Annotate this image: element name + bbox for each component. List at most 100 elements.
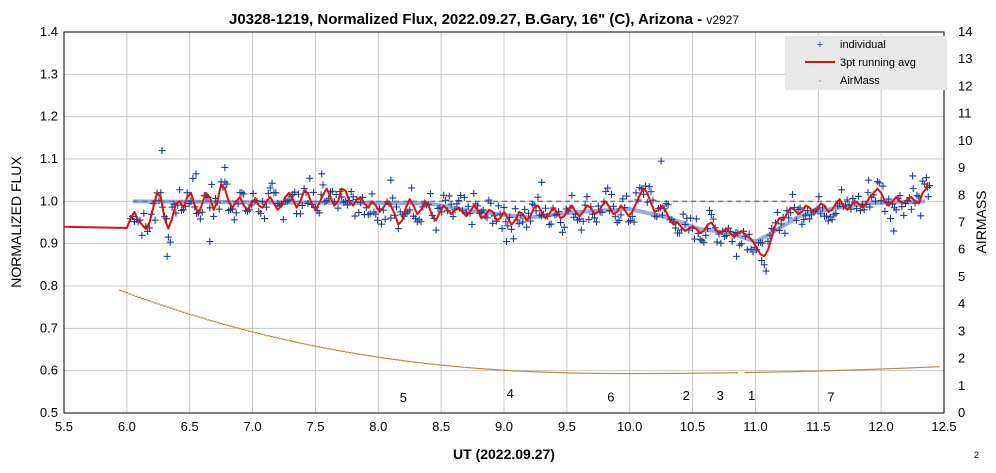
individual-point xyxy=(585,216,593,224)
individual-point xyxy=(615,216,623,224)
individual-point xyxy=(728,238,736,246)
annotation-label: 3 xyxy=(717,388,724,403)
individual-point xyxy=(196,215,204,223)
grid-lines xyxy=(63,31,945,414)
individual-point xyxy=(856,207,864,215)
individual-point xyxy=(163,252,171,260)
individual-point xyxy=(733,252,741,260)
individual-point xyxy=(594,202,602,210)
individual-point xyxy=(394,225,402,233)
individual-point xyxy=(464,202,472,210)
individual-point xyxy=(707,211,715,219)
individual-point xyxy=(504,222,512,230)
individual-point xyxy=(189,174,197,182)
x-tick-label: 12.5 xyxy=(931,419,956,434)
individual-point xyxy=(511,205,519,213)
individual-point xyxy=(907,205,915,213)
airmass-series xyxy=(119,289,940,375)
individual-point xyxy=(890,227,898,235)
individual-point xyxy=(653,213,661,221)
individual-point xyxy=(215,205,223,213)
y2-tick-label: 1 xyxy=(958,378,965,393)
chart-title: J0328-1219, Normalized Flux, 2022.09.27,… xyxy=(229,11,706,28)
individual-point xyxy=(534,193,542,201)
individual-point xyxy=(306,174,314,182)
individual-point xyxy=(630,218,638,226)
individual-point xyxy=(140,209,148,217)
individual-point xyxy=(896,192,904,200)
x-axis-title: UT (2022.09.27) xyxy=(453,446,555,462)
individual-point xyxy=(538,178,546,186)
individual-point xyxy=(864,189,872,197)
y-tick-label: 1.1 xyxy=(40,151,58,166)
individual-point xyxy=(713,238,721,246)
individual-point xyxy=(658,211,666,219)
individual-point xyxy=(387,214,395,222)
individual-point xyxy=(789,190,797,198)
y2-tick-label: 13 xyxy=(958,51,972,66)
individual-point xyxy=(164,233,172,241)
individual-point xyxy=(206,238,214,246)
individual-point xyxy=(577,226,585,234)
x-tick-label: 8.5 xyxy=(432,419,450,434)
individual-point xyxy=(924,193,932,201)
legend-label-individual: individual xyxy=(840,39,886,51)
x-tick-label: 7.0 xyxy=(244,419,262,434)
x-tick-label: 10.5 xyxy=(680,419,705,434)
individual-point xyxy=(445,192,453,200)
individual-point xyxy=(521,205,529,213)
individual-point xyxy=(502,218,510,226)
individual-point xyxy=(853,205,861,213)
individual-point xyxy=(387,176,395,184)
plot-frame xyxy=(63,31,945,414)
individual-point xyxy=(166,238,174,246)
individual-point xyxy=(623,192,631,200)
individual-point xyxy=(775,226,783,234)
legend: + individual 3pt running avg - AirMass xyxy=(785,36,947,90)
individual-point xyxy=(657,157,665,165)
individual-point xyxy=(240,190,248,198)
individual-point xyxy=(881,207,889,215)
individual-point xyxy=(334,204,342,212)
individual-point xyxy=(828,216,836,224)
individual-point xyxy=(432,226,440,234)
individual-point xyxy=(368,190,376,198)
individual-point xyxy=(509,235,517,243)
individual-point xyxy=(749,248,757,256)
annotation-label: 6 xyxy=(607,389,614,404)
individual-point xyxy=(758,239,766,247)
individual-point xyxy=(183,189,191,197)
x-tick-label: 5.5 xyxy=(55,419,73,434)
x-tick-label: 6.0 xyxy=(118,419,136,434)
individual-point xyxy=(560,223,568,231)
annotation-label: 2 xyxy=(683,388,690,403)
x-tick-label: 10.0 xyxy=(617,419,642,434)
individual-point xyxy=(785,214,793,222)
individual-point xyxy=(798,220,806,228)
individual-point xyxy=(455,196,463,204)
annotation-label: 5 xyxy=(400,390,407,405)
y-tick-label: 1.3 xyxy=(40,66,58,81)
y2-tick-label: 5 xyxy=(958,269,965,284)
individual-point xyxy=(144,227,152,235)
individual-point xyxy=(898,203,906,211)
individual-point xyxy=(781,229,789,237)
individual-point xyxy=(449,213,457,221)
individual-point xyxy=(232,209,240,217)
individual-point xyxy=(342,197,350,205)
individual-point xyxy=(617,211,625,219)
individual-point xyxy=(838,186,846,194)
individual-point xyxy=(411,214,419,222)
individual-point xyxy=(315,209,323,217)
individual-point xyxy=(417,218,425,226)
individual-point xyxy=(347,188,355,196)
y-tick-label: 0.7 xyxy=(40,320,58,335)
individual-point xyxy=(279,216,287,224)
individual-point xyxy=(909,185,917,193)
individual-point xyxy=(900,211,908,219)
individual-point xyxy=(547,220,555,228)
individual-point xyxy=(887,214,895,222)
individual-point xyxy=(264,189,272,197)
individual-point xyxy=(138,231,146,239)
